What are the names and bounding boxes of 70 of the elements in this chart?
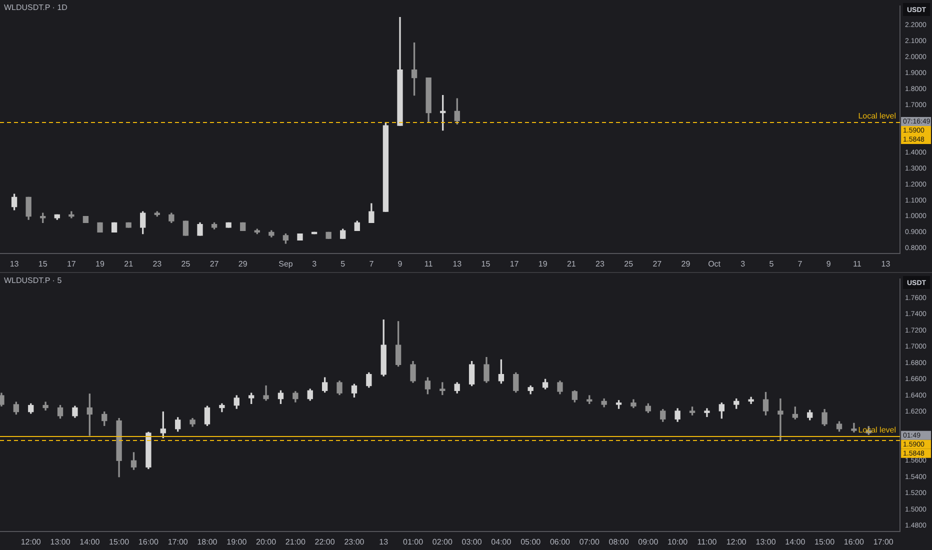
x-tick-label: 21 [124,259,134,268]
x-tick-label: 17 [510,259,520,268]
x-tick-label: 23 [152,259,162,268]
x-tick-label: 23 [596,259,605,268]
x-tick-label: 17 [66,259,76,268]
candlestick [97,222,103,233]
x-tick-label: 16:00 [844,537,864,546]
x-tick-label: 21 [566,259,576,268]
x-tick-label: 3 [740,259,746,268]
x-tick-label: 3 [312,259,318,268]
x-tick-label: 9 [398,259,403,268]
x-tick-label: Oct [708,259,722,268]
x-tick-label: 15:00 [814,537,836,546]
x-tick-label: 13:00 [756,537,776,546]
x-tick-label: 15 [38,259,48,268]
x-tick-label: 27 [210,259,220,268]
chart-title: WLDUSDT.P · 1D [4,3,68,12]
x-tick-label: 21:00 [285,537,306,546]
x-tick-label: 08:00 [608,537,630,546]
candlestick [226,222,232,228]
x-tick-label: 27 [652,259,662,268]
x-tick-label: 18:00 [197,537,218,546]
ref-line-label: Local level [858,425,896,434]
x-tick-label: 7 [798,259,803,268]
x-tick-label: 29 [238,259,248,268]
x-tick-label: 13 [452,259,462,268]
x-tick-label: 15:00 [109,537,130,546]
x-tick-label: 13 [881,259,891,268]
x-tick-label: 13 [379,537,389,546]
x-tick-label: 14:00 [80,537,100,546]
x-tick-label: 05:00 [520,537,542,546]
x-tick-label: 20:00 [256,537,277,546]
x-tick-label: 25 [624,259,634,268]
x-tick-label: 23:00 [344,537,365,546]
x-tick-label: 13 [10,259,20,268]
x-tick-label: 12:00 [20,537,42,546]
x-tick-label: 19 [96,259,105,268]
x-tick-label: 29 [681,259,691,268]
x-tick-label: 16:00 [138,537,160,546]
x-tick-label: 19:00 [226,537,248,546]
x-tick-label: 12:00 [726,537,747,546]
x-tick-label: 19 [538,259,548,268]
ref-line-label: Local level [858,112,896,121]
x-tick-label: 5 [769,259,774,268]
x-tick-label: 11:00 [697,537,718,546]
x-tick-label: 11 [852,259,862,268]
candlestick [326,232,332,239]
x-tick-label: Sep [278,259,294,268]
x-tick-label: 13:00 [50,537,71,546]
x-tick-label: 22:00 [314,537,336,546]
x-tick-label: 14:00 [785,537,806,546]
chart-title: WLDUSDT.P · 5 [4,276,62,286]
x-tick-label: 01:00 [402,537,424,546]
x-tick-label: 9 [826,259,832,268]
candlestick [297,233,303,241]
x-tick-label: 25 [181,259,191,268]
x-tick-label: 11 [424,259,434,268]
x-tick-label: 09:00 [638,537,659,546]
x-tick-label: 03:00 [462,537,482,546]
x-tick-label: 06:00 [550,537,571,546]
x-tick-label: 10:00 [668,537,688,546]
x-tick-label: 07:00 [579,537,600,546]
x-tick-label: 04:00 [491,537,512,546]
x-tick-label: 15 [481,259,491,268]
x-tick-label: 5 [340,259,346,268]
candlestick [126,222,132,228]
x-tick-label: 17:00 [873,537,894,546]
x-tick-label: 17:00 [168,537,188,546]
x-tick-label: 7 [369,259,374,268]
x-tick-label: 02:00 [432,537,453,546]
